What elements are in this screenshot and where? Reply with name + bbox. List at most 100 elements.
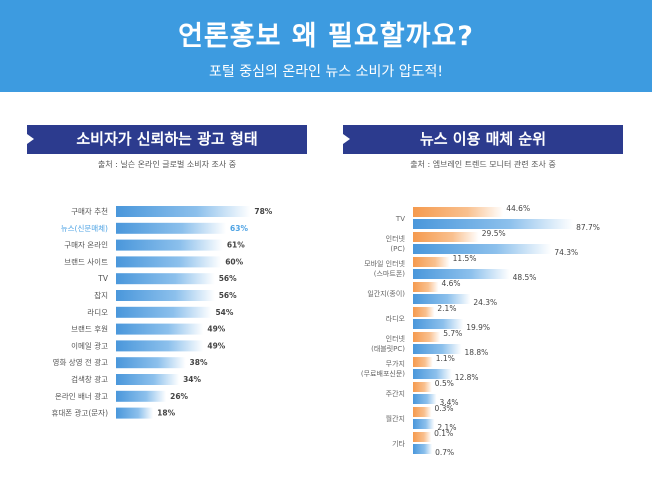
bar: [116, 206, 251, 217]
bar-orange: [413, 382, 432, 392]
bar: [116, 390, 167, 402]
bar-value-label: 26%: [170, 392, 188, 401]
bar-value-label: 2.1%: [437, 423, 456, 432]
bar-value-label: 3.4%: [440, 398, 459, 407]
bar-orange: [413, 282, 439, 292]
bar-category-label: 브랜드 사이트: [64, 256, 108, 266]
bar-value-label: 48.5%: [513, 273, 537, 282]
bar-value-label: 38%: [190, 358, 208, 367]
bar: [116, 239, 223, 251]
bar: [116, 340, 204, 352]
bar-orange: [413, 207, 504, 217]
bar-category-label: 인터넷: [386, 334, 406, 343]
bar-category-label: TV: [97, 274, 109, 283]
header-banner: 언론홍보 왜 필요할까요? 포털 중심의 온라인 뉴스 소비가 압도적!: [0, 0, 652, 92]
bar: [116, 407, 154, 419]
bar-orange: [413, 357, 433, 367]
left-chart-source: 출처 : 닐슨 온라인 글로벌 소비자 조사 중: [97, 160, 237, 169]
bar-value-label: 18%: [157, 409, 175, 418]
bar-value-label: 19.9%: [466, 323, 490, 332]
bar: [116, 357, 186, 369]
bar-value-label: 5.7%: [443, 329, 462, 338]
bar-value-label: 18.8%: [464, 348, 488, 357]
bar-category-label: 검색창 광고: [71, 374, 108, 384]
bar-value-label: 49%: [207, 325, 225, 334]
bar-category-label: 브랜드 후원: [71, 324, 108, 334]
bar-category-label: 월간지: [386, 414, 405, 423]
bar-blue: [413, 294, 471, 304]
bar-category-label: 뉴스(신문매체): [61, 223, 108, 233]
bar-value-label: 49%: [207, 341, 225, 350]
bar-value-label: 56%: [219, 274, 237, 283]
bar-value-label: 60%: [225, 257, 243, 266]
bar: [116, 273, 215, 285]
right-chart-source: 출처 : 엠브레인 트렌드 모니터 관련 조사 중: [410, 160, 556, 169]
bar: [116, 290, 215, 301]
bar: [116, 222, 227, 234]
bar-category-label: (태블릿PC): [371, 344, 405, 353]
bar-value-label: 1.1%: [436, 354, 455, 363]
bar-category-label: 인터넷: [386, 234, 406, 243]
bar-value-label: 34%: [183, 375, 201, 384]
bar-value-label: 74.3%: [554, 248, 578, 257]
bar-category-label: 잡지: [94, 290, 108, 300]
bar-category-label: (무료배포신문): [361, 369, 405, 378]
bar-category-label: 휴대폰 광고(문자): [51, 408, 108, 418]
bar-category-label: TV: [395, 215, 405, 223]
bar-blue: [413, 219, 574, 229]
bar-blue: [413, 419, 435, 429]
bar-category-label: 구매자 온라인: [64, 240, 108, 250]
bar-category-label: 모바일 인터넷: [364, 259, 405, 268]
bar-orange: [413, 332, 441, 342]
bar-orange: [413, 257, 450, 267]
bar-value-label: 87.7%: [576, 223, 600, 232]
bar-value-label: 61%: [227, 241, 245, 250]
page-subtitle: 포털 중심의 온라인 뉴스 소비가 압도적!: [209, 64, 443, 80]
bar: [116, 306, 212, 318]
bar-value-label: 56%: [219, 291, 237, 300]
bar-value-label: 63%: [230, 224, 248, 233]
bar-value-label: 0.3%: [434, 404, 453, 413]
bar-category-label: (스마트폰): [374, 269, 405, 278]
bar-category-label: (PC): [390, 245, 405, 253]
bar-value-label: 12.8%: [455, 373, 479, 382]
bar-blue: [413, 394, 437, 404]
bar-value-label: 44.6%: [506, 204, 530, 213]
bar: [116, 323, 204, 335]
bar-value-label: 2.1%: [437, 304, 456, 313]
bar-value-label: 0.1%: [434, 429, 453, 438]
bar-blue: [413, 369, 452, 379]
bar-category-label: 구매자 추천: [71, 206, 108, 216]
bar-orange: [413, 407, 432, 417]
bar-orange: [413, 307, 435, 317]
bar-value-label: 11.5%: [453, 254, 477, 263]
bar-blue: [413, 319, 464, 329]
bar-orange: [413, 232, 479, 242]
bar-value-label: 24.3%: [473, 298, 497, 307]
bar-category-label: 이메일 광고: [71, 340, 108, 350]
bar-blue: [413, 269, 510, 279]
page-title: 언론홍보 왜 필요할까요?: [178, 21, 474, 52]
bar-category-label: 일간지(종이): [367, 289, 405, 298]
bar: [116, 256, 222, 268]
left-chart-title: 소비자가 신뢰하는 광고 형태: [27, 125, 307, 154]
bar-value-label: 0.7%: [435, 448, 454, 457]
bar-orange: [413, 432, 432, 442]
bar-category-label: 라디오: [386, 314, 406, 323]
bar-value-label: 4.6%: [441, 279, 460, 288]
bar-category-label: 영화 상영 전 광고: [53, 357, 109, 367]
bar-blue: [413, 444, 433, 454]
bar-value-label: 54%: [215, 308, 233, 317]
bar-blue: [413, 244, 552, 254]
bar-category-label: 무가지: [386, 359, 405, 368]
bar: [116, 374, 180, 385]
bar-value-label: 29.5%: [482, 229, 506, 238]
bar-category-label: 주간지: [386, 389, 405, 398]
bar-blue: [413, 344, 462, 354]
bar-value-label: 78%: [254, 207, 272, 216]
right-chart-title: 뉴스 이용 매체 순위: [343, 125, 623, 154]
bar-value-label: 0.5%: [435, 379, 454, 388]
bar-category-label: 라디오: [87, 308, 108, 317]
bar-category-label: 기타: [392, 439, 405, 448]
